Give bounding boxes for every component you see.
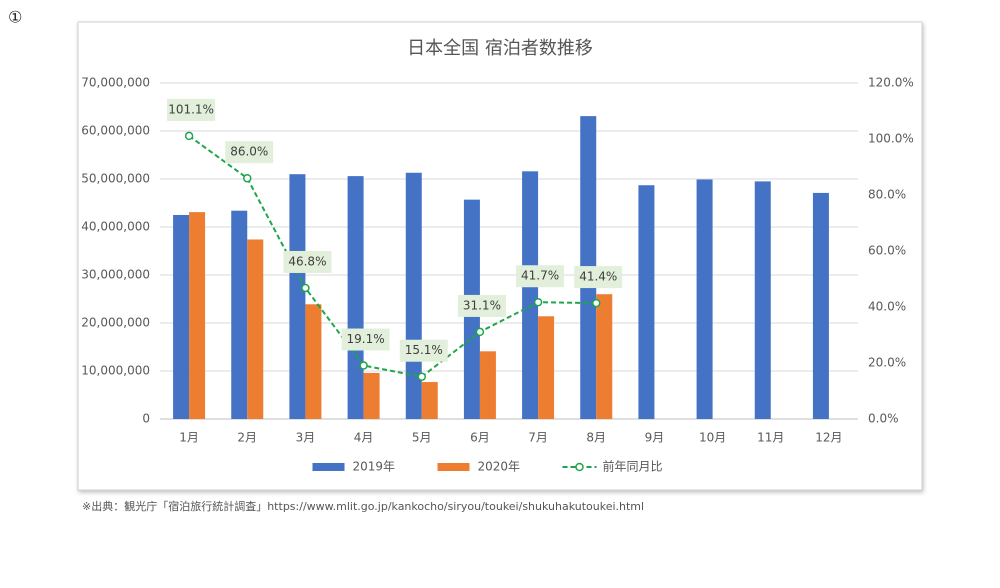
footnote: ※出典：観光庁「宿泊旅行統計調査」https://www.mlit.go.jp/… [82,499,644,513]
bar [538,316,555,419]
y-tick-label: 10,000,000 [81,364,150,378]
y2-tick-label: 0.0% [868,412,899,426]
y2-tick-label: 100.0% [868,132,914,146]
data-label-box [341,328,390,351]
data-label: 19.1% [347,332,385,346]
legend-swatch [312,463,345,471]
y-tick-label: 40,000,000 [81,220,150,234]
x-tick-label: 1月 [179,431,199,445]
y-tick-label: 20,000,000 [81,316,150,330]
bar [696,179,713,419]
x-tick-label: 9月 [645,431,665,445]
line-marker [359,361,368,370]
x-tick-label: 5月 [412,431,432,445]
data-label: 86.0% [230,145,268,159]
data-label: 41.4% [579,270,617,284]
y-tick-label: 50,000,000 [81,172,150,186]
line-marker [184,131,194,141]
x-tick-label: 2月 [237,431,257,445]
legend-swatch [437,463,470,471]
bar [247,239,264,419]
bar [289,174,306,419]
bar [405,172,422,419]
line-marker [533,297,543,307]
y2-tick-label: 60.0% [868,244,906,258]
data-label-box [399,339,448,362]
line-marker [301,283,310,293]
data-label-box [283,250,332,273]
legend-label: 前年同月比 [603,459,663,474]
data-label-box [516,265,565,288]
x-tick-label: 10月 [699,431,726,445]
x-tick-label: 4月 [354,431,374,445]
data-label: 31.1% [463,298,501,312]
legend-swatch-marker [575,462,584,472]
chart-frame [77,21,923,491]
line [188,135,597,378]
data-label: 41.7% [521,269,559,283]
bar [173,215,190,419]
line-marker [243,173,252,183]
chart-title: 日本全国 宿泊者数推移 [407,38,593,59]
marker: ① [8,8,22,27]
bar [347,176,364,419]
bar [231,210,248,419]
y-tick-label: 0 [142,412,150,426]
bar [305,304,322,419]
data-label-box [225,141,274,164]
x-tick-label: 12月 [815,431,842,445]
y2-tick-label: 20.0% [868,356,906,370]
bar [754,181,771,419]
y2-tick-label: 80.0% [868,188,906,202]
line-marker [475,327,485,337]
bar [596,294,613,419]
bar [363,372,380,419]
y-tick-label: 30,000,000 [81,268,150,282]
y-tick-label: 70,000,000 [81,76,150,90]
data-label: 15.1% [405,343,443,357]
bar [479,351,496,419]
bar [812,192,829,419]
y2-tick-label: 120.0% [868,76,914,90]
x-tick-label: 8月 [586,431,606,445]
data-label: 101.1% [168,102,214,116]
y-tick-label: 60,000,000 [81,124,150,138]
data-label-box [457,294,506,317]
data-label: 46.8% [288,254,326,268]
x-tick-label: 3月 [296,431,316,445]
x-tick-label: 6月 [470,431,490,445]
line-marker [417,372,426,381]
bar [522,171,539,419]
x-tick-label: 11月 [757,431,784,445]
y2-tick-label: 40.0% [868,300,906,314]
bar [638,185,655,419]
legend-label: 2020年 [478,460,521,474]
legend-label: 2019年 [353,460,396,474]
data-label-box [167,98,216,121]
bar [189,212,206,419]
data-label-box [574,266,623,289]
bar [421,382,438,419]
x-tick-label: 7月 [528,431,548,445]
line-marker [592,298,601,308]
